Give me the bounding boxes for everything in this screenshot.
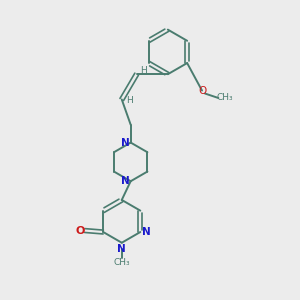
- Text: N: N: [117, 244, 126, 254]
- Text: N: N: [121, 138, 130, 148]
- Text: N: N: [142, 227, 151, 237]
- Text: H: H: [126, 97, 133, 106]
- Text: N: N: [121, 176, 130, 186]
- Text: O: O: [76, 226, 85, 236]
- Text: CH₃: CH₃: [113, 258, 130, 267]
- Text: O: O: [198, 85, 206, 96]
- Text: H: H: [140, 66, 146, 75]
- Text: CH₃: CH₃: [217, 94, 233, 103]
